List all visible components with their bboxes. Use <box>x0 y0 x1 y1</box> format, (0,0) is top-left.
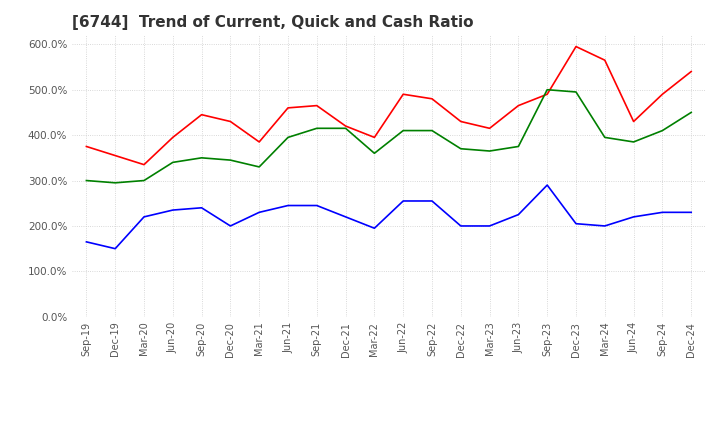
Text: [6744]  Trend of Current, Quick and Cash Ratio: [6744] Trend of Current, Quick and Cash … <box>72 15 474 30</box>
Line: Quick Ratio: Quick Ratio <box>86 90 691 183</box>
Quick Ratio <box>255 164 264 169</box>
Current Ratio <box>428 96 436 102</box>
Cash Ratio <box>312 203 321 208</box>
Quick Ratio <box>140 178 148 183</box>
Cash Ratio <box>485 224 494 229</box>
Cash Ratio <box>341 214 350 220</box>
Current Ratio <box>140 162 148 167</box>
Quick Ratio <box>111 180 120 185</box>
Line: Current Ratio: Current Ratio <box>86 47 691 165</box>
Current Ratio <box>600 58 609 63</box>
Current Ratio <box>572 44 580 49</box>
Cash Ratio <box>428 198 436 204</box>
Cash Ratio <box>629 214 638 220</box>
Current Ratio <box>658 92 667 97</box>
Current Ratio <box>284 105 292 110</box>
Current Ratio <box>226 119 235 124</box>
Cash Ratio <box>111 246 120 251</box>
Current Ratio <box>82 144 91 149</box>
Cash Ratio <box>687 210 696 215</box>
Quick Ratio <box>312 126 321 131</box>
Cash Ratio <box>543 183 552 188</box>
Cash Ratio <box>658 210 667 215</box>
Quick Ratio <box>485 148 494 154</box>
Quick Ratio <box>543 87 552 92</box>
Quick Ratio <box>284 135 292 140</box>
Cash Ratio <box>140 214 148 220</box>
Cash Ratio <box>82 239 91 245</box>
Cash Ratio <box>572 221 580 226</box>
Cash Ratio <box>255 210 264 215</box>
Quick Ratio <box>399 128 408 133</box>
Cash Ratio <box>514 212 523 217</box>
Current Ratio <box>370 135 379 140</box>
Quick Ratio <box>370 150 379 156</box>
Current Ratio <box>255 139 264 145</box>
Quick Ratio <box>197 155 206 161</box>
Cash Ratio <box>399 198 408 204</box>
Quick Ratio <box>456 146 465 151</box>
Quick Ratio <box>514 144 523 149</box>
Quick Ratio <box>629 139 638 145</box>
Quick Ratio <box>600 135 609 140</box>
Quick Ratio <box>226 158 235 163</box>
Current Ratio <box>111 153 120 158</box>
Cash Ratio <box>456 224 465 229</box>
Line: Cash Ratio: Cash Ratio <box>86 185 691 249</box>
Current Ratio <box>456 119 465 124</box>
Quick Ratio <box>572 89 580 95</box>
Cash Ratio <box>370 226 379 231</box>
Current Ratio <box>543 92 552 97</box>
Current Ratio <box>168 135 177 140</box>
Quick Ratio <box>341 126 350 131</box>
Current Ratio <box>399 92 408 97</box>
Quick Ratio <box>658 128 667 133</box>
Current Ratio <box>485 126 494 131</box>
Current Ratio <box>341 123 350 128</box>
Quick Ratio <box>168 160 177 165</box>
Quick Ratio <box>428 128 436 133</box>
Current Ratio <box>514 103 523 108</box>
Quick Ratio <box>687 110 696 115</box>
Cash Ratio <box>168 207 177 213</box>
Cash Ratio <box>197 205 206 210</box>
Current Ratio <box>687 69 696 74</box>
Current Ratio <box>312 103 321 108</box>
Quick Ratio <box>82 178 91 183</box>
Cash Ratio <box>600 224 609 229</box>
Current Ratio <box>629 119 638 124</box>
Current Ratio <box>197 112 206 117</box>
Cash Ratio <box>284 203 292 208</box>
Cash Ratio <box>226 224 235 229</box>
